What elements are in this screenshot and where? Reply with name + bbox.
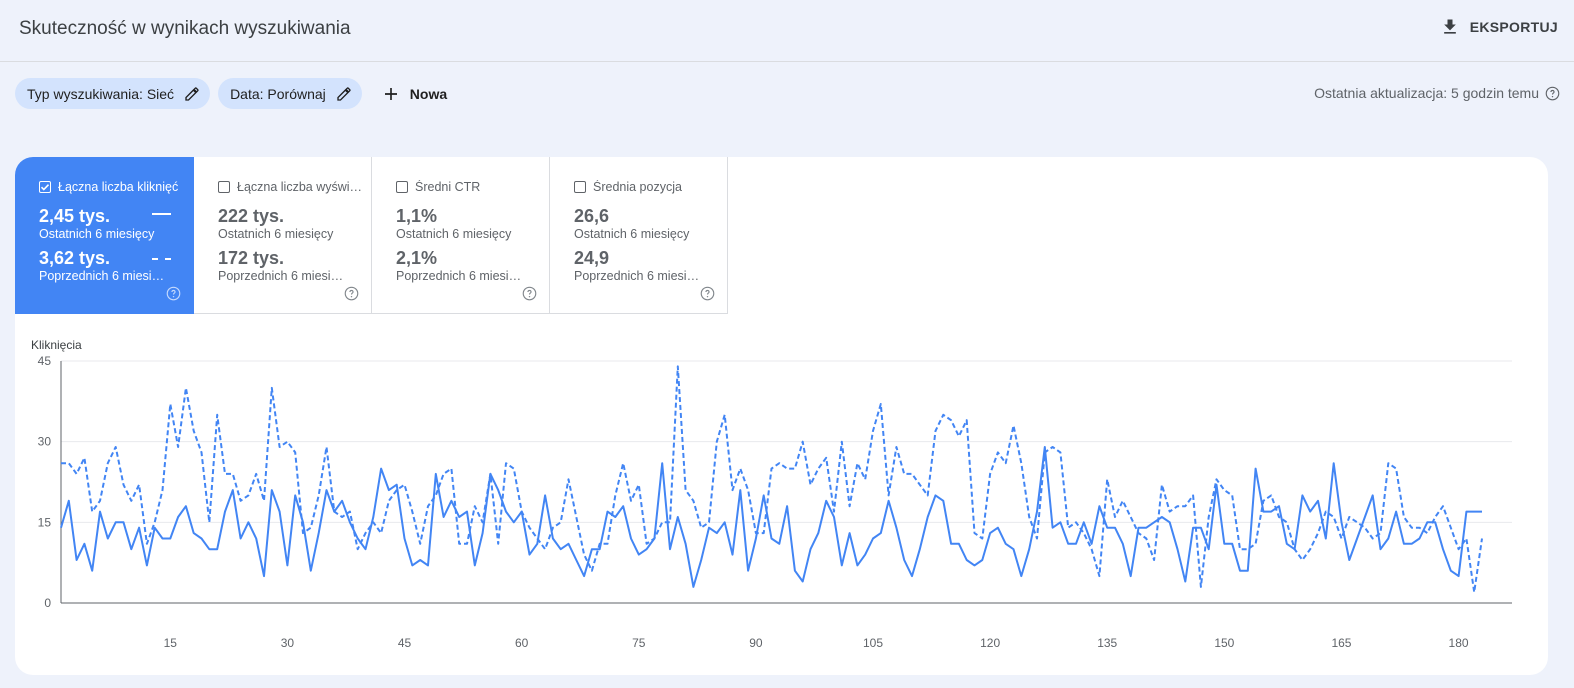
page-title: Skuteczność w wynikach wyszukiwania (19, 18, 351, 39)
filter-chip-label: Typ wyszukiwania: Sieć (27, 85, 175, 102)
metric-label: Łączna liczba wyświetleń (237, 180, 363, 194)
metric-previous-period: Poprzednich 6 miesięcy (39, 269, 165, 283)
metric-ctr[interactable]: Średni CTR 1,1% Ostatnich 6 miesięcy 2,1… (372, 157, 550, 314)
metric-previous-value: 24,9 (574, 248, 610, 268)
filter-chip-label: Data: Porównaj (230, 85, 326, 102)
checkbox-icon[interactable] (39, 181, 51, 193)
metric-label: Średni CTR (415, 180, 481, 194)
metric-tabs: Łączna liczba kliknięć 2,45 tys. Ostatni… (15, 157, 728, 314)
x-tick-label: 105 (863, 636, 883, 650)
x-tick-label: 120 (980, 636, 1000, 650)
series-line-previous[interactable] (61, 365, 1483, 594)
checkbox-icon[interactable] (396, 181, 408, 193)
x-tick-label: 30 (281, 636, 295, 650)
x-tick-label: 150 (1214, 636, 1234, 650)
filter-bar: Typ wyszukiwania: Sieć Data: Porównaj No… (15, 78, 447, 109)
help-icon[interactable] (1545, 86, 1560, 101)
last-update-text: Ostatnia aktualizacja: 5 godzin temu (1314, 85, 1539, 101)
metric-label: Średnia pozycja (593, 180, 682, 194)
x-tick-label: 135 (1097, 636, 1117, 650)
performance-card: Łączna liczba kliknięć 2,45 tys. Ostatni… (15, 157, 1548, 675)
checkbox-icon[interactable] (218, 181, 230, 193)
pencil-icon[interactable] (184, 86, 200, 102)
metric-previous-period: Poprzednich 6 miesięcy (574, 269, 700, 283)
y-tick-label: 45 (38, 354, 52, 368)
pencil-icon[interactable] (336, 86, 352, 102)
x-tick-label: 180 (1449, 636, 1469, 650)
series-line-current[interactable] (60, 446, 1482, 588)
metric-current-period: Ostatnich 6 miesięcy (39, 227, 155, 241)
metric-previous-value: 2,1% (396, 248, 438, 268)
help-icon[interactable] (166, 286, 181, 301)
export-button[interactable]: EKSPORTUJ (1440, 17, 1558, 37)
plus-icon (384, 87, 397, 100)
help-icon[interactable] (522, 286, 537, 301)
checkbox-icon[interactable] (574, 181, 586, 193)
line-chart-svg[interactable]: Kliknięcia 0 15 30 45 15 30 45 60 75 90 105 120 135… (15, 327, 1548, 667)
x-tick-label: 15 (164, 636, 178, 650)
y-tick-label: 30 (38, 435, 52, 449)
y-tick-label: 0 (44, 596, 51, 610)
y-tick-label: 15 (38, 515, 52, 529)
metric-impressions[interactable]: Łączna liczba wyświetleń 222 tys. Ostatn… (194, 157, 372, 314)
new-filter-label: Nowa (409, 85, 448, 102)
metric-previous-value: 3,62 tys. (39, 248, 111, 268)
filter-chip-search-type[interactable]: Typ wyszukiwania: Sieć (15, 78, 211, 109)
metric-position[interactable]: Średnia pozycja 26,6 Ostatnich 6 miesięc… (550, 157, 728, 314)
filter-chip-date[interactable]: Data: Porównaj (218, 78, 362, 109)
legend-solid-line (152, 213, 171, 215)
y-axis-title: Kliknięcia (31, 338, 82, 352)
metric-current-period: Ostatnich 6 miesięcy (218, 227, 334, 241)
x-tick-label: 165 (1331, 636, 1351, 650)
help-icon[interactable] (700, 286, 715, 301)
metric-previous-period: Poprzednich 6 miesięcy (396, 269, 522, 283)
metric-current-period: Ostatnich 6 miesięcy (396, 227, 512, 241)
metric-previous-value: 172 tys. (218, 248, 285, 268)
x-tick-label: 75 (632, 636, 646, 650)
metric-current-value: 2,45 tys. (39, 206, 111, 226)
help-icon[interactable] (344, 286, 359, 301)
x-tick-label: 45 (398, 636, 412, 650)
metric-current-value: 222 tys. (218, 206, 285, 226)
x-tick-label: 90 (749, 636, 763, 650)
metric-previous-period: Poprzednich 6 miesięcy (218, 269, 344, 283)
page-header: Skuteczność w wynikach wyszukiwania EKSP… (0, 0, 1574, 62)
legend-dashed-line (152, 258, 171, 260)
last-update: Ostatnia aktualizacja: 5 godzin temu (1314, 85, 1560, 101)
new-filter-button[interactable]: Nowa (382, 85, 447, 103)
metric-current-value: 26,6 (574, 206, 610, 226)
clicks-chart[interactable]: Kliknięcia 0 15 30 45 15 30 45 60 75 90 105 120 135… (15, 327, 1548, 667)
metric-label: Łączna liczba kliknięć (58, 180, 179, 194)
metric-current-value: 1,1% (396, 206, 438, 226)
download-icon (1443, 19, 1456, 34)
export-label: EKSPORTUJ (1469, 19, 1558, 35)
metric-clicks[interactable]: Łączna liczba kliknięć 2,45 tys. Ostatni… (15, 157, 194, 314)
x-tick-label: 60 (515, 636, 529, 650)
metric-current-period: Ostatnich 6 miesięcy (574, 227, 690, 241)
